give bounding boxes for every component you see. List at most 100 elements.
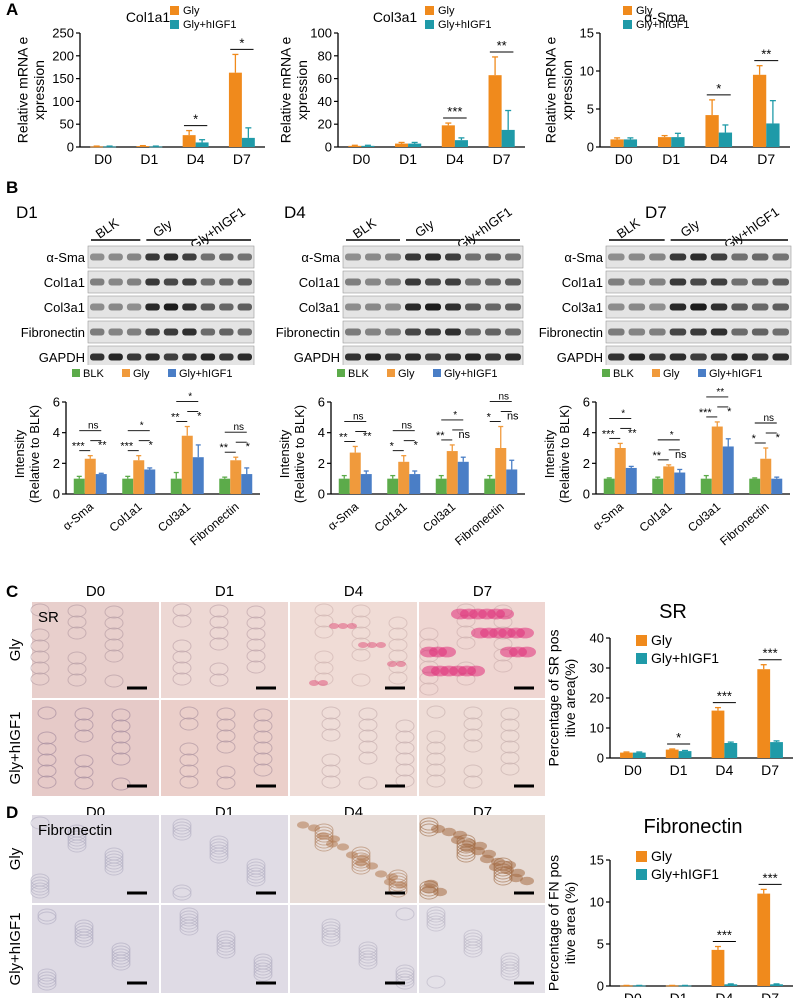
blot-band bbox=[731, 328, 748, 336]
blot-band bbox=[182, 353, 197, 361]
y-tick-label: 200 bbox=[52, 48, 74, 63]
blot-band bbox=[608, 328, 625, 336]
blot-band bbox=[465, 328, 481, 336]
tissue-tubule bbox=[426, 906, 446, 920]
blot-band bbox=[465, 353, 481, 361]
blot-row-label: Fibronectin bbox=[21, 325, 85, 340]
blot-band bbox=[345, 328, 361, 336]
tissue-tubule bbox=[179, 764, 199, 778]
tissue-tubule bbox=[111, 741, 131, 755]
sig-label: *** bbox=[447, 104, 462, 119]
blot-group-label: BLK bbox=[614, 215, 643, 242]
blot-band bbox=[608, 353, 625, 361]
bar-gly-higf1 bbox=[144, 469, 156, 494]
bar-gly bbox=[657, 137, 672, 147]
sig-label: ns bbox=[401, 421, 412, 432]
bar-blk bbox=[484, 478, 496, 494]
x-tick-label: Col3a1 bbox=[155, 499, 193, 534]
blot-band bbox=[710, 353, 728, 361]
tissue-tubule bbox=[500, 707, 520, 721]
bar-gly bbox=[136, 146, 150, 147]
x-tick-label: D1 bbox=[140, 151, 158, 167]
blot-band bbox=[163, 253, 179, 261]
bar-blk bbox=[122, 478, 134, 494]
tissue-stain bbox=[438, 646, 456, 658]
tissue-tubule bbox=[314, 625, 334, 639]
tissue-tubule bbox=[37, 775, 57, 789]
tissue-image bbox=[32, 602, 159, 698]
bar-gly bbox=[495, 448, 507, 494]
tissue-tubule bbox=[111, 730, 131, 744]
tissue-tubule bbox=[104, 627, 124, 641]
blot-band bbox=[385, 353, 401, 361]
bar-gly-higf1 bbox=[632, 752, 646, 758]
x-tick-label: D7 bbox=[233, 151, 251, 167]
bar-gly-higf1 bbox=[678, 751, 692, 758]
tissue-stain bbox=[520, 876, 534, 886]
histo-row-label: Gly+hIGF1 bbox=[7, 712, 24, 785]
tissue-tubule bbox=[419, 682, 439, 696]
tissue-stain bbox=[317, 832, 329, 840]
x-tick-label: D4 bbox=[446, 151, 464, 167]
tissue-tubule bbox=[30, 876, 50, 890]
tissue-stain bbox=[387, 661, 397, 667]
tissue-tubule bbox=[463, 728, 483, 742]
tissue-tubule bbox=[426, 705, 446, 719]
tissue-tubule bbox=[419, 817, 439, 831]
tissue-image bbox=[161, 602, 288, 698]
tissue-tubule bbox=[358, 776, 378, 790]
blot-row-label: α-Sma bbox=[564, 250, 603, 265]
sig-label: * bbox=[390, 441, 395, 453]
blot-band bbox=[126, 253, 142, 261]
y-tick-label: 15 bbox=[590, 853, 604, 868]
bar-gly-higf1 bbox=[771, 478, 783, 494]
sig-label: * bbox=[676, 730, 681, 745]
x-tick-label: Col3a1 bbox=[420, 499, 458, 534]
legend-label: Gly+hIGF1 bbox=[444, 368, 498, 380]
blot-band bbox=[145, 278, 160, 286]
blot-band bbox=[669, 328, 687, 336]
blot-band bbox=[425, 278, 441, 286]
blot-band bbox=[485, 353, 501, 361]
legend-swatch bbox=[122, 369, 130, 377]
tissue-image bbox=[32, 905, 159, 993]
chart-fn-area: Fibronectin 0 5 10 15 Percentage of FN positi… bbox=[548, 816, 793, 998]
sig-label: *** bbox=[602, 428, 616, 440]
y-tick-label: 20 bbox=[318, 117, 332, 132]
tissue-tubule bbox=[388, 638, 408, 652]
chart-title: SR bbox=[659, 601, 687, 623]
tissue-tubule bbox=[216, 776, 236, 790]
tissue-stain bbox=[329, 623, 339, 629]
tissue-tubule bbox=[351, 648, 371, 662]
bar-blk bbox=[435, 478, 447, 494]
tissue-tubule bbox=[388, 627, 408, 641]
tissue-tubule bbox=[37, 706, 57, 720]
tissue-tubule bbox=[74, 776, 94, 790]
y-tick-label: 2 bbox=[583, 456, 590, 471]
bar-blk bbox=[338, 478, 350, 494]
bar-gly-higf1 bbox=[501, 129, 515, 147]
tissue-tubule bbox=[209, 662, 229, 676]
tissue-tubule bbox=[395, 907, 415, 921]
tissue-tubule bbox=[388, 660, 408, 674]
blot-group-label: BLK bbox=[93, 215, 122, 242]
bar-gly-higf1 bbox=[149, 146, 163, 148]
blot-band bbox=[145, 353, 160, 361]
blot-band bbox=[751, 303, 769, 311]
tissue-tubule bbox=[314, 614, 334, 628]
blot-band bbox=[405, 278, 421, 286]
chart-title: Fibronectin bbox=[644, 816, 743, 838]
blot-band bbox=[649, 303, 666, 311]
blot-row-label: Col3a1 bbox=[299, 300, 340, 315]
bar-gly bbox=[760, 458, 772, 494]
tissue-tubule bbox=[314, 603, 334, 617]
blot-band bbox=[425, 328, 441, 336]
y-tick-label: 0 bbox=[53, 487, 60, 502]
y-tick-label: 0 bbox=[318, 487, 325, 502]
chart-asma-mrna: α-Sma 0 5 10 15 Relative mRNA expression D0 D1 D… bbox=[543, 5, 790, 167]
legend-label: Gly+hIGF1 bbox=[651, 650, 719, 666]
tissue-tubule bbox=[463, 764, 483, 778]
y-tick-label: 10 bbox=[590, 721, 604, 736]
legend-swatch bbox=[425, 6, 434, 15]
